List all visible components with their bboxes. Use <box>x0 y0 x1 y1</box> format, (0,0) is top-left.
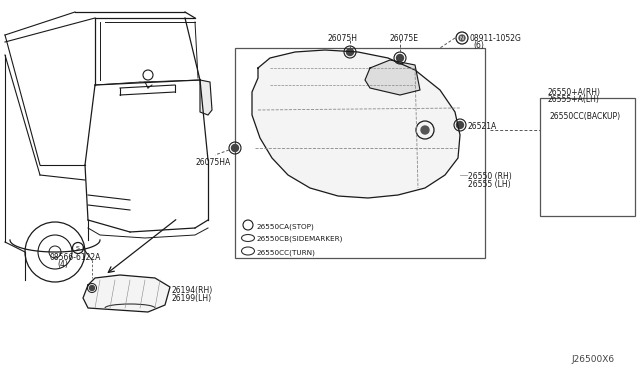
Text: 26075E: 26075E <box>390 34 419 43</box>
Text: 26194(RH): 26194(RH) <box>172 285 213 295</box>
Text: 26555 (LH): 26555 (LH) <box>468 180 511 189</box>
Polygon shape <box>83 275 170 312</box>
Text: 08911-1052G: 08911-1052G <box>470 34 522 43</box>
Polygon shape <box>252 50 460 198</box>
Text: 26550 (RH): 26550 (RH) <box>468 172 512 181</box>
Text: 26550CC(BACKUP): 26550CC(BACKUP) <box>550 112 621 121</box>
Text: 26075HA: 26075HA <box>195 158 230 167</box>
Text: (6): (6) <box>473 41 484 50</box>
Polygon shape <box>200 80 212 115</box>
Text: 26075H: 26075H <box>328 34 358 43</box>
Circle shape <box>397 55 403 61</box>
Text: 26550CC(TURN): 26550CC(TURN) <box>256 249 315 256</box>
Circle shape <box>90 285 95 291</box>
Circle shape <box>346 48 353 55</box>
Text: J26500X6: J26500X6 <box>572 356 615 365</box>
Text: 26521A: 26521A <box>468 122 497 131</box>
Circle shape <box>232 144 239 151</box>
Text: 26555+A(LH): 26555+A(LH) <box>548 95 600 104</box>
Text: S: S <box>76 246 80 250</box>
Text: (4): (4) <box>57 260 68 269</box>
Circle shape <box>421 126 429 134</box>
Circle shape <box>456 122 463 128</box>
Polygon shape <box>365 60 420 95</box>
Bar <box>540 98 635 216</box>
Text: 26550CA(STOP): 26550CA(STOP) <box>256 223 314 230</box>
Bar <box>235 48 485 258</box>
Text: 26550+A(RH): 26550+A(RH) <box>548 88 601 97</box>
Circle shape <box>459 35 465 41</box>
Polygon shape <box>555 113 620 178</box>
Text: 26550CB(SIDEMARKER): 26550CB(SIDEMARKER) <box>256 236 342 243</box>
Text: 26199(LH): 26199(LH) <box>172 294 212 302</box>
Text: N: N <box>460 35 464 41</box>
Text: 08566-6122A: 08566-6122A <box>50 253 101 263</box>
